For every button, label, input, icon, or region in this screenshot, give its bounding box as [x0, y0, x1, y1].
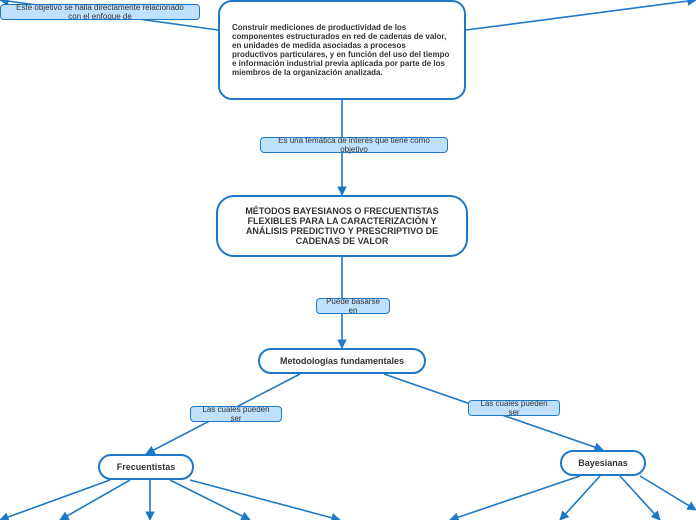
node-top-block-text: Construir mediciones de productividad de… [232, 23, 452, 77]
edge-label-tematica-text: Es una temática de interés que tiene com… [269, 136, 439, 154]
node-bayesianas[interactable]: Bayesianas [560, 450, 646, 476]
node-bayesianas-text: Bayesianas [578, 458, 628, 468]
edge-label-puede: Puede basarse en [316, 298, 390, 314]
node-center-text: MÉTODOS BAYESIANOS O FRECUENTISTAS FLEXI… [230, 206, 454, 246]
node-metodologias[interactable]: Metodologías fundamentales [258, 348, 426, 374]
node-center[interactable]: MÉTODOS BAYESIANOS O FRECUENTISTAS FLEXI… [216, 195, 468, 257]
node-top-block[interactable]: Construir mediciones de productividad de… [218, 0, 466, 100]
edge-label-top-left: Este objetivo se halla directamente rela… [0, 4, 200, 20]
node-frecuentistas-text: Frecuentistas [117, 462, 176, 472]
edge-label-top-left-text: Este objetivo se halla directamente rela… [9, 3, 191, 21]
edge-label-tematica: Es una temática de interés que tiene com… [260, 137, 448, 153]
node-metodologias-text: Metodologías fundamentales [280, 356, 404, 366]
edge-label-cuales-left: Las cuales pueden ser [190, 406, 282, 422]
edge-label-cuales-left-text: Las cuales pueden ser [199, 405, 273, 423]
edge-label-cuales-right: Las cuales pueden ser [468, 400, 560, 416]
edge-label-puede-text: Puede basarse en [325, 297, 381, 315]
node-frecuentistas[interactable]: Frecuentistas [98, 454, 194, 480]
edge-label-cuales-right-text: Las cuales pueden ser [477, 399, 551, 417]
